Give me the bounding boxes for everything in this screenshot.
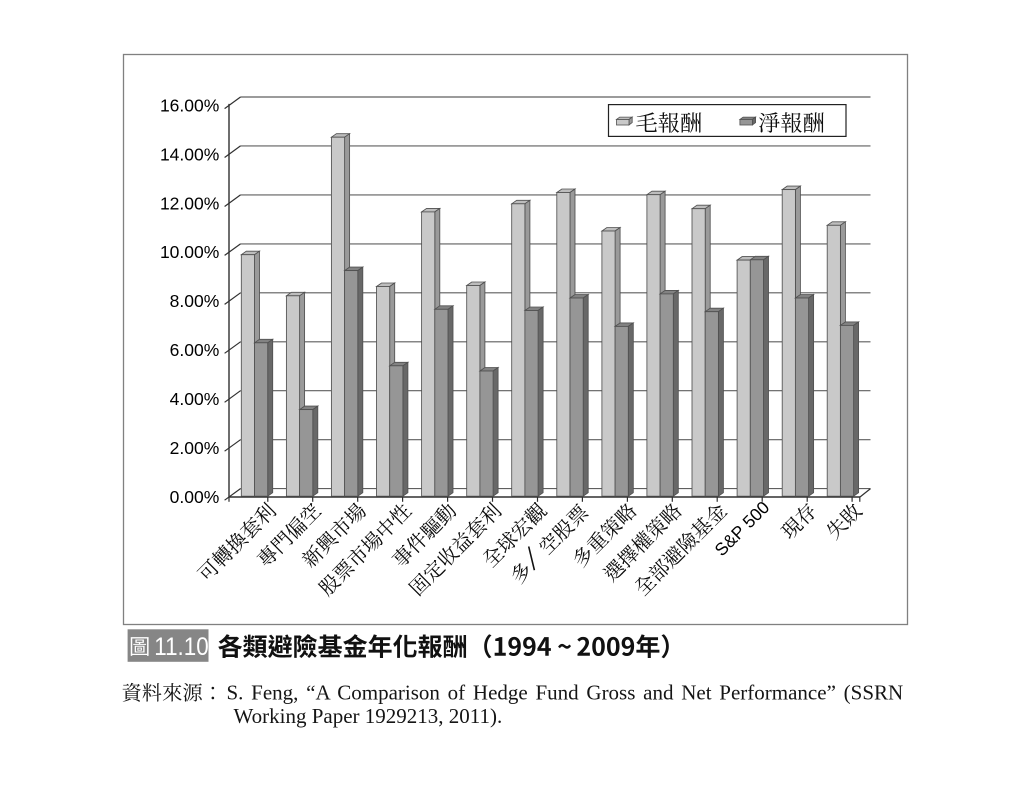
svg-text:10.00%: 10.00% xyxy=(160,242,219,262)
svg-text:6.00%: 6.00% xyxy=(170,340,220,360)
svg-text:S. Feng, “A Comparison of Hedg: S. Feng, “A Comparison of Hedge Fund Gro… xyxy=(227,680,904,704)
svg-text:16.00%: 16.00% xyxy=(160,95,219,115)
svg-text:0.00%: 0.00% xyxy=(170,487,220,507)
svg-text:Working Paper 1929213, 2011).: Working Paper 1929213, 2011). xyxy=(234,704,503,728)
svg-text:12.00%: 12.00% xyxy=(160,193,219,213)
svg-text:4.00%: 4.00% xyxy=(170,389,220,409)
svg-text:14.00%: 14.00% xyxy=(160,144,219,164)
svg-text:8.00%: 8.00% xyxy=(170,291,220,311)
svg-text:11.10: 11.10 xyxy=(154,634,208,661)
svg-text:2.00%: 2.00% xyxy=(170,438,220,458)
